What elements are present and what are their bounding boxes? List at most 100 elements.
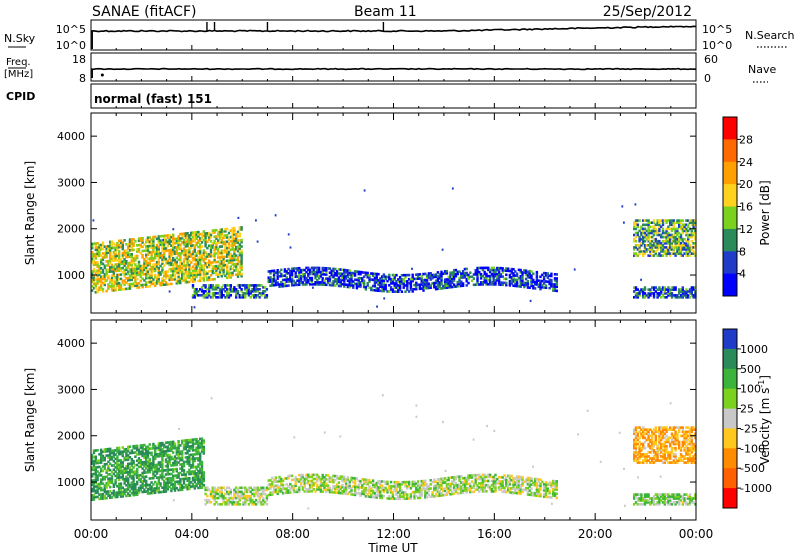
heatmap-cell bbox=[218, 288, 222, 291]
heatmap-cell bbox=[110, 268, 114, 271]
heatmap-cell bbox=[109, 285, 112, 288]
heatmap-cell bbox=[184, 236, 187, 240]
heatmap-cell bbox=[634, 292, 638, 295]
heatmap-cell bbox=[411, 480, 414, 484]
heatmap-cell bbox=[654, 229, 657, 233]
heatmap-cell bbox=[359, 283, 362, 286]
heatmap-cell bbox=[114, 457, 117, 461]
heatmap-cell bbox=[445, 269, 449, 273]
heatmap-cell bbox=[145, 274, 148, 278]
heatmap-cell bbox=[294, 281, 297, 285]
heatmap-cell bbox=[172, 246, 175, 249]
heatmap-cell bbox=[458, 479, 461, 483]
heatmap-cell bbox=[398, 278, 402, 281]
heatmap-cell bbox=[400, 481, 404, 484]
heatmap-cell bbox=[377, 486, 380, 489]
heatmap-cell bbox=[155, 470, 159, 473]
heatmap-cell bbox=[105, 496, 108, 500]
heatmap-cell bbox=[335, 272, 339, 275]
heatmap-cell bbox=[164, 247, 168, 250]
heatmap-cell bbox=[465, 489, 468, 492]
heatmap-cell bbox=[434, 488, 438, 492]
heatmap-cell bbox=[663, 235, 666, 239]
heatmap-cell bbox=[642, 235, 645, 239]
heatmap-cell bbox=[512, 284, 515, 287]
heatmap-cell bbox=[195, 267, 198, 270]
heatmap-cell bbox=[683, 252, 686, 255]
heatmap-cell bbox=[222, 230, 225, 233]
heatmap-cell bbox=[188, 481, 191, 484]
heatmap-cell bbox=[296, 490, 299, 494]
heatmap-cell bbox=[526, 275, 530, 279]
heatmap-cell bbox=[384, 285, 387, 289]
heatmap-cell bbox=[191, 252, 195, 256]
heatmap-cell bbox=[366, 273, 369, 277]
heatmap-cell bbox=[101, 243, 105, 247]
heatmap-cell bbox=[656, 246, 659, 249]
heatmap-cell bbox=[224, 263, 227, 267]
heatmap-cell bbox=[195, 292, 198, 295]
heatmap-cell bbox=[107, 477, 110, 481]
heatmap-cell bbox=[465, 267, 468, 271]
heatmap-cell bbox=[209, 278, 213, 281]
heatmap-cell bbox=[343, 272, 346, 276]
heatmap-cell bbox=[164, 473, 168, 476]
heatmap-cell bbox=[681, 292, 684, 295]
heatmap-cell bbox=[96, 449, 99, 452]
heatmap-cell bbox=[226, 296, 229, 299]
heatmap-cell bbox=[172, 263, 175, 266]
heatmap-cell bbox=[373, 483, 377, 487]
heatmap-cell bbox=[118, 262, 121, 266]
heatmap-cell bbox=[199, 275, 202, 278]
heatmap-cell bbox=[173, 480, 177, 484]
heatmap-cell bbox=[436, 283, 440, 286]
heatmap-cell bbox=[512, 272, 515, 275]
heatmap-cell bbox=[328, 271, 332, 274]
heatmap-cell bbox=[294, 271, 297, 274]
heatmap-cell bbox=[118, 489, 121, 492]
heatmap-cell bbox=[678, 246, 681, 249]
heatmap-cell bbox=[634, 246, 638, 249]
heatmap-cell bbox=[425, 278, 429, 282]
heatmap-cell bbox=[303, 477, 306, 481]
heatmap-cell bbox=[112, 272, 115, 275]
heatmap-cell bbox=[141, 448, 144, 451]
heatmap-cell bbox=[155, 277, 159, 281]
heatmap-cell bbox=[209, 250, 213, 254]
heatmap-cell bbox=[371, 481, 375, 484]
heatmap-cell bbox=[134, 265, 137, 268]
heatmap-cell bbox=[305, 283, 308, 286]
heatmap-cell bbox=[168, 472, 171, 476]
heatmap-cell bbox=[406, 284, 409, 287]
heatmap-cell bbox=[197, 260, 200, 264]
heatmap-cell bbox=[656, 294, 659, 297]
nsearch-tick-bottom: 10^0 bbox=[702, 39, 732, 52]
heatmap-cell bbox=[136, 277, 139, 281]
heatmap-cell bbox=[643, 292, 647, 295]
heatmap-cell bbox=[460, 491, 463, 495]
heatmap-cell bbox=[323, 283, 326, 286]
heatmap-cell bbox=[220, 260, 223, 263]
heatmap-cell bbox=[656, 254, 659, 257]
heatmap-cell bbox=[181, 454, 184, 458]
heatmap-cell bbox=[177, 258, 180, 262]
heatmap-cell bbox=[316, 268, 319, 272]
heatmap-cell bbox=[132, 487, 135, 490]
heatmap-cell bbox=[379, 490, 382, 493]
heatmap-cell bbox=[204, 486, 207, 490]
heatmap-cell bbox=[674, 296, 677, 299]
heatmap-cell bbox=[121, 463, 124, 466]
heatmap-cell bbox=[424, 284, 427, 288]
heatmap-cell bbox=[364, 273, 368, 277]
heatmap-cell bbox=[479, 486, 483, 489]
heatmap-cell bbox=[202, 238, 205, 242]
heatmap-cell bbox=[146, 490, 150, 493]
heatmap-cell bbox=[348, 486, 351, 490]
heatmap-cell bbox=[217, 292, 220, 295]
heatmap-cell bbox=[663, 231, 666, 235]
heatmap-cell bbox=[505, 267, 508, 270]
heatmap-cell bbox=[200, 236, 204, 240]
heatmap-cell bbox=[103, 494, 106, 498]
heatmap-cell bbox=[249, 494, 252, 498]
heatmap-cell bbox=[265, 296, 269, 299]
